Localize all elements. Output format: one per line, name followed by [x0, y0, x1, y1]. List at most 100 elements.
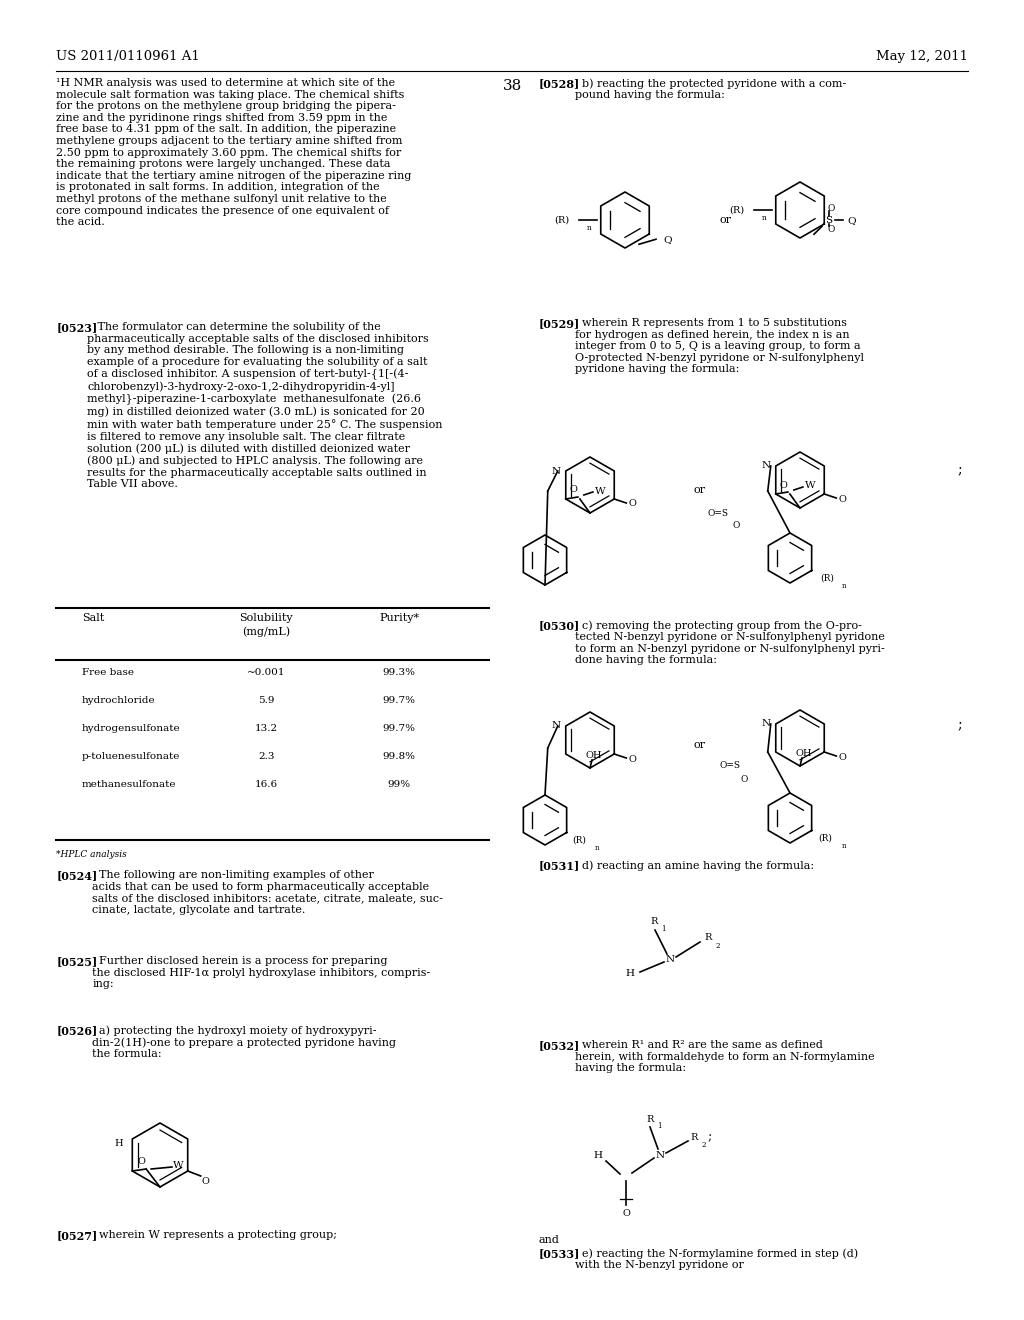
Text: O: O [732, 521, 739, 531]
Text: 5.9: 5.9 [258, 696, 274, 705]
Text: 2.3: 2.3 [258, 752, 274, 762]
Text: ~0.001: ~0.001 [247, 668, 286, 677]
Text: n: n [762, 214, 767, 222]
Text: May 12, 2011: May 12, 2011 [876, 50, 968, 63]
Text: O: O [622, 1209, 630, 1217]
Text: Purity*: Purity* [379, 612, 420, 623]
Text: e) reacting the N-formylamine formed in step (d)
with the N-benzyl pyridone or: e) reacting the N-formylamine formed in … [574, 1247, 858, 1270]
Text: 1: 1 [657, 1122, 662, 1130]
Text: O=S: O=S [708, 510, 729, 519]
Text: Solubility: Solubility [240, 612, 293, 623]
Text: (mg/mL): (mg/mL) [243, 626, 290, 636]
Text: Q: Q [663, 235, 672, 244]
Text: US 2011/0110961 A1: US 2011/0110961 A1 [56, 50, 200, 63]
Text: R: R [650, 917, 657, 927]
Text: [0528]: [0528] [539, 78, 580, 88]
Text: O: O [629, 499, 636, 508]
Text: O: O [780, 480, 787, 490]
Text: O: O [202, 1177, 210, 1187]
Text: wherein R¹ and R² are the same as defined
herein, with formaldehyde to form an N: wherein R¹ and R² are the same as define… [574, 1040, 874, 1073]
Text: [0526]: [0526] [56, 1026, 97, 1036]
Text: H: H [625, 969, 634, 978]
Text: O=S: O=S [720, 762, 740, 771]
Text: and: and [539, 1236, 559, 1245]
Text: O: O [839, 752, 846, 762]
Text: O: O [827, 224, 835, 234]
Text: (R): (R) [554, 215, 569, 224]
Text: [0527]: [0527] [56, 1230, 97, 1241]
Text: c) removing the protecting group from the O-pro-
tected N-benzyl pyridone or N-s: c) removing the protecting group from th… [574, 620, 885, 665]
Text: O: O [740, 776, 748, 784]
Text: [0529]: [0529] [539, 318, 580, 329]
Text: R: R [690, 1133, 697, 1142]
Text: (R): (R) [572, 836, 586, 845]
Text: N: N [761, 462, 770, 470]
Text: [0523]: [0523] [56, 322, 97, 333]
Text: R: R [646, 1114, 653, 1123]
Text: n: n [842, 582, 847, 590]
Text: N: N [761, 719, 770, 729]
Text: The formulator can determine the solubility of the
pharmaceutically acceptable s: The formulator can determine the solubil… [87, 322, 442, 490]
Text: ;: ; [708, 1130, 712, 1143]
Text: wherein R represents from 1 to 5 substitutions
for hydrogen as defined herein, t: wherein R represents from 1 to 5 substit… [574, 318, 863, 375]
Text: N: N [551, 466, 560, 475]
Text: n: n [587, 224, 592, 232]
Text: W: W [173, 1162, 183, 1171]
Text: H: H [114, 1139, 123, 1148]
Text: d) reacting an amine having the formula:: d) reacting an amine having the formula: [574, 861, 814, 871]
Text: The following are non-limiting examples of other
acids that can be used to form : The following are non-limiting examples … [92, 870, 443, 915]
Text: 99.7%: 99.7% [383, 696, 416, 705]
Text: H: H [593, 1151, 602, 1159]
Text: R: R [705, 933, 712, 942]
Text: hydrogensulfonate: hydrogensulfonate [82, 723, 180, 733]
Text: 13.2: 13.2 [255, 723, 278, 733]
Text: O: O [570, 486, 578, 495]
Text: Salt: Salt [82, 612, 104, 623]
Text: 99.8%: 99.8% [383, 752, 416, 762]
Text: or: or [694, 741, 706, 750]
Text: (R): (R) [729, 206, 744, 214]
Text: Q: Q [847, 215, 856, 224]
Text: 2: 2 [701, 1140, 706, 1148]
Text: n: n [842, 842, 847, 850]
Text: [0533]: [0533] [539, 1247, 580, 1259]
Text: W: W [595, 487, 605, 495]
Text: OH: OH [796, 750, 812, 759]
Text: O: O [839, 495, 846, 503]
Text: ¹H NMR analysis was used to determine at which site of the
molecule salt formati: ¹H NMR analysis was used to determine at… [56, 78, 412, 227]
Text: ;: ; [957, 718, 963, 733]
Text: Free base: Free base [82, 668, 134, 677]
Text: 99.7%: 99.7% [383, 723, 416, 733]
Text: n: n [595, 843, 599, 851]
Text: (R): (R) [820, 573, 834, 582]
Text: O: O [629, 755, 636, 763]
Text: *HPLC analysis: *HPLC analysis [56, 850, 127, 859]
Text: 38: 38 [503, 79, 521, 94]
Text: or: or [694, 484, 706, 495]
Text: wherein W represents a protecting group;: wherein W represents a protecting group; [92, 1230, 337, 1239]
Text: hydrochloride: hydrochloride [82, 696, 156, 705]
Text: 2: 2 [715, 942, 720, 950]
Text: Further disclosed herein is a process for preparing
the disclosed HIF-1α prolyl : Further disclosed herein is a process fo… [92, 956, 430, 989]
Text: 99%: 99% [388, 780, 411, 789]
Text: (R): (R) [818, 833, 831, 842]
Text: OH: OH [586, 751, 602, 760]
Text: N: N [551, 722, 560, 730]
Text: [0530]: [0530] [539, 620, 580, 631]
Text: 1: 1 [662, 925, 666, 933]
Text: 16.6: 16.6 [255, 780, 278, 789]
Text: [0531]: [0531] [539, 861, 580, 871]
Text: S: S [825, 215, 833, 224]
Text: W: W [805, 482, 815, 491]
Text: [0524]: [0524] [56, 870, 97, 880]
Text: ;: ; [957, 463, 963, 477]
Text: b) reacting the protected pyridone with a com-
pound having the formula:: b) reacting the protected pyridone with … [574, 78, 846, 100]
Text: O: O [137, 1156, 145, 1166]
Text: a) protecting the hydroxyl moiety of hydroxypyri-
din-2(1H)-one to prepare a pro: a) protecting the hydroxyl moiety of hyd… [92, 1026, 396, 1060]
Text: or: or [719, 215, 731, 224]
Text: p-toluenesulfonate: p-toluenesulfonate [82, 752, 180, 762]
Text: N: N [666, 956, 675, 965]
Text: [0525]: [0525] [56, 956, 97, 968]
Text: O: O [827, 203, 835, 213]
Text: [0532]: [0532] [539, 1040, 580, 1051]
